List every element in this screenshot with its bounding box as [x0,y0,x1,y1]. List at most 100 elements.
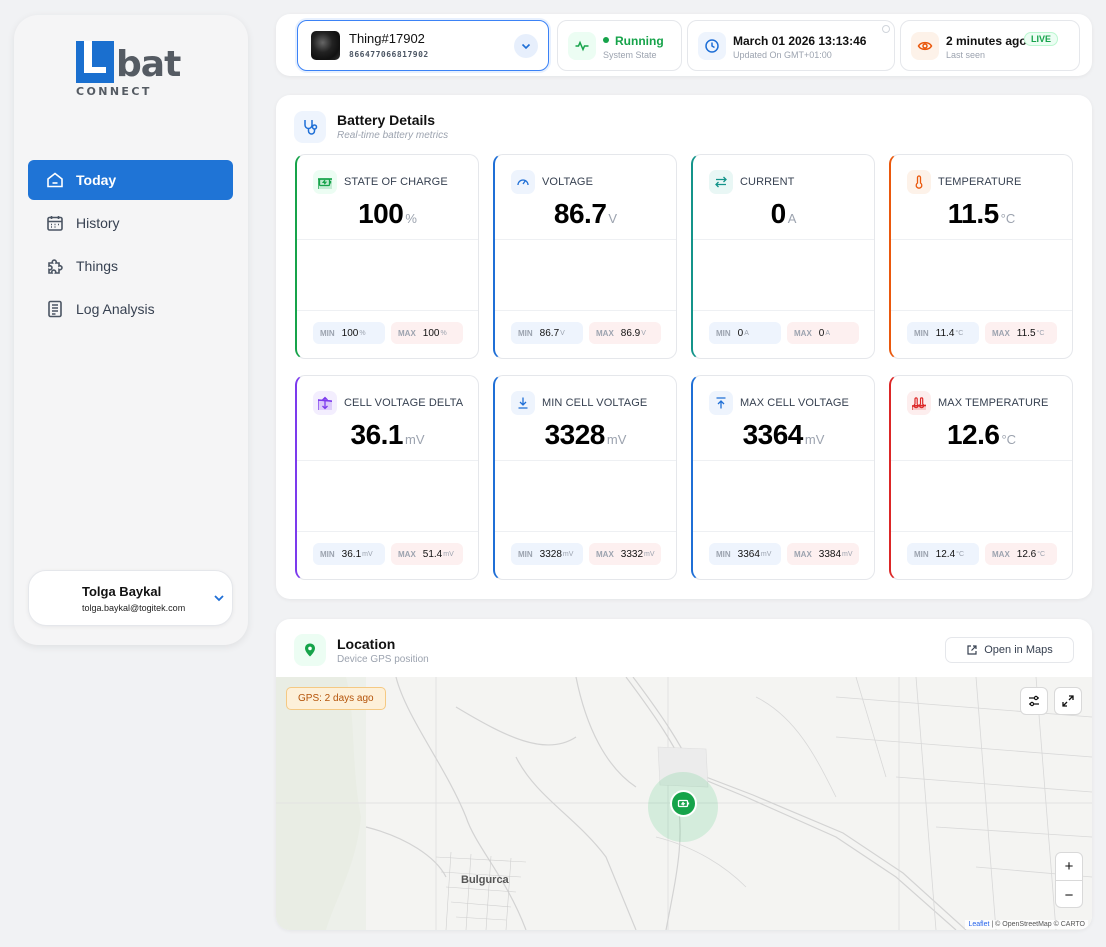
sidebar-item-label: Today [76,172,117,188]
divider [495,531,676,532]
sidebar: bat CONNECT Today History Things [14,15,248,645]
last-seen-box: 2 minutes ago LIVE Last seen [900,20,1080,71]
divider [297,460,478,461]
map-pin-icon [294,634,326,666]
metric-unit: mV [804,432,825,447]
thing-name: Thing#17902 [349,31,425,46]
divider [495,239,676,240]
last-seen-value: 2 minutes ago [946,34,1027,48]
divider [891,310,1072,311]
thing-selector[interactable]: Thing#17902 866477066817902 [297,20,549,71]
metric-card-max-temperature: MAX TEMPERATURE 12.6 °C MIN 12.4 °C MAX 12.6 °C [889,375,1073,580]
thing-id: 866477066817902 [349,50,429,59]
metric-number: 3364 [742,419,804,450]
battery-charging-icon [313,170,337,194]
metric-card-voltage: VOLTAGE 86.7 V MIN 86.7 V MAX 86.9 V [493,154,677,359]
metric-title: CURRENT [740,176,795,188]
updated-on-box: March 01 2026 13:13:46 Updated On GMT+01… [687,20,895,71]
sparkline-area [318,399,332,410]
fullscreen-button[interactable] [1054,687,1082,715]
metric-value: 3328 mV [495,419,676,451]
divider [891,531,1072,532]
metric-unit: A [787,211,797,226]
sidebar-item-label: History [76,215,120,231]
thermometer-icon [907,170,931,194]
divider [495,460,676,461]
metric-title: CELL VOLTAGE DELTA [344,397,464,409]
user-menu[interactable]: Tolga Baykal tolga.baykal@togitek.com [28,570,233,626]
metric-number: 86.7 [553,198,607,229]
metric-sparkline [907,243,1057,303]
metric-unit: V [608,211,618,226]
metric-card-cell-voltage-delta: CELL VOLTAGE DELTA 36.1 mV MIN 36.1 mV MAX 51.4… [295,375,479,580]
metric-title: MIN CELL VOLTAGE [542,397,648,409]
system-state-label: System State [603,50,657,60]
divider [693,460,874,461]
sidebar-nav: Today History Things Log Analysis [28,160,233,332]
metric-card-current: CURRENT 0 A MIN 0 A MAX 0 A [691,154,875,359]
divider [891,460,1072,461]
metric-max: MAX 0 A [787,322,859,344]
sidebar-item-log-analysis[interactable]: Log Analysis [28,289,233,329]
metric-sparkline [313,243,463,303]
metric-card-temperature: TEMPERATURE 11.5 °C MIN 11.4 °C MAX 11.5 °C [889,154,1073,359]
metric-value: 12.6 °C [891,419,1072,451]
map-view[interactable]: GPS: 2 days ago Bulgurca + − Leaflet | ©… [276,677,1092,930]
metric-min: MIN 86.7 V [511,322,583,344]
battery-icon [677,797,690,810]
panel-subtitle: Real-time battery metrics [337,130,449,141]
expand-icon [1061,694,1075,708]
sidebar-item-today[interactable]: Today [28,160,233,200]
puzzle-icon [46,257,64,275]
layers-button[interactable] [1020,687,1048,715]
metric-unit: mV [606,432,627,447]
open-in-maps-button[interactable]: Open in Maps [945,637,1074,663]
clock-icon [698,32,726,60]
zoom-out-button[interactable]: − [1064,886,1074,904]
vertical-arrows-icon [313,391,337,415]
metric-max: MAX 3332 mV [589,543,661,565]
metric-min: MIN 36.1 mV [313,543,385,565]
map-tiles [276,677,1092,930]
arrow-up-icon [709,391,733,415]
open-in-maps-label: Open in Maps [984,644,1053,656]
divider [495,310,676,311]
device-marker[interactable] [670,790,697,817]
metric-number: 11.5 [947,198,999,229]
metric-title: TEMPERATURE [938,176,1022,188]
metric-unit: mV [405,432,425,447]
metric-card-state-of-charge: STATE OF CHARGE 100% MIN 100% MAX 100% [295,154,479,359]
divider [693,531,874,532]
sparkline-line [912,179,926,189]
metric-number: 3328 [544,419,606,450]
live-badge: LIVE [1024,32,1059,46]
divider [693,310,874,311]
user-email: tolga.baykal@togitek.com [82,603,186,613]
leaflet-link[interactable]: Leaflet [968,921,990,928]
top-status-bar: Thing#17902 866477066817902 Running Syst… [276,14,1092,76]
metric-max: MAX 12.6 °C [985,543,1057,565]
metric-title: STATE OF CHARGE [344,176,448,188]
metric-number: 36.1 [350,419,404,450]
info-indicator-icon [882,25,890,33]
chevron-down-icon[interactable] [212,591,226,610]
zoom-in-button[interactable]: + [1056,853,1082,881]
metric-max: MAX 51.4 mV [391,543,463,565]
eye-icon [911,32,939,60]
sparkline-area [318,178,332,189]
logo-subtitle: CONNECT [76,85,152,98]
gps-age-badge: GPS: 2 days ago [286,687,386,710]
sidebar-item-things[interactable]: Things [28,246,233,286]
metric-unit: °C [1001,432,1017,447]
status-dot [603,36,609,43]
metric-sparkline [511,464,661,524]
metric-sparkline [709,243,859,303]
sidebar-item-label: Log Analysis [76,301,155,317]
metric-title: MAX CELL VOLTAGE [740,397,849,409]
libat-connect-logo[interactable]: bat CONNECT [76,41,186,101]
chevron-down-icon[interactable] [514,34,538,58]
sidebar-item-history[interactable]: History [28,203,233,243]
metric-max: MAX 86.9 V [589,322,661,344]
metric-value: 86.7 V [495,198,676,230]
metric-card-max-cell-voltage: MAX CELL VOLTAGE 3364 mV MIN 3364 mV MAX 3384 mV [691,375,875,580]
